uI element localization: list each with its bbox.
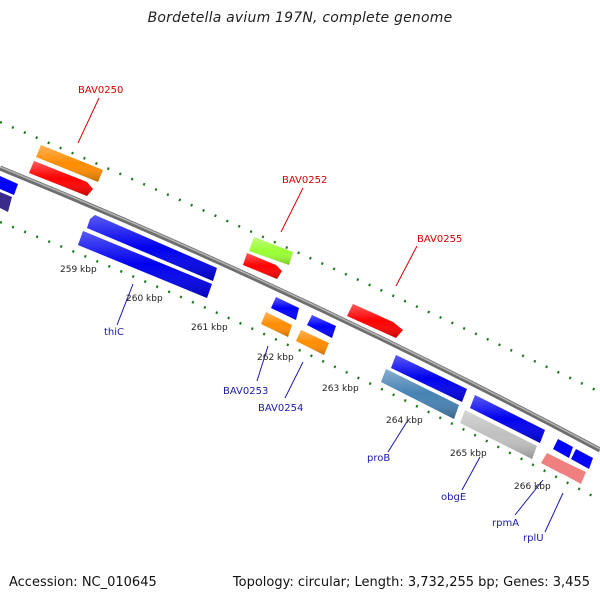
label-bav0253[interactable]: BAV0253 — [223, 386, 268, 397]
gene-small-blue-5[interactable] — [553, 439, 573, 458]
gene-obge[interactable] — [460, 410, 537, 459]
accession-text: Accession: NC_010645 — [9, 575, 157, 590]
kbp-label-261: 261 kbp — [191, 323, 228, 333]
kbp-label-264: 264 kbp — [386, 416, 423, 426]
gene-blue-4[interactable] — [470, 395, 545, 443]
gene-bav0254[interactable] — [296, 330, 329, 355]
kbp-label-265: 265 kbp — [450, 449, 487, 459]
gene-blue-3[interactable] — [391, 355, 467, 402]
label-bav0252[interactable]: BAV0252 — [282, 175, 327, 186]
gene-small-blue-1[interactable] — [271, 297, 299, 320]
genome-title: Bordetella avium 197N, complete genome — [147, 10, 453, 26]
label-bav0254[interactable]: BAV0254 — [258, 403, 303, 414]
label-bav0250[interactable]: BAV0250 — [78, 85, 123, 96]
genome-backbone — [0, 165, 600, 453]
label-thic[interactable]: thiC — [104, 327, 124, 338]
gene-small-blue-2[interactable] — [307, 315, 336, 338]
gene-bav0255[interactable] — [347, 304, 403, 338]
gene-rpma[interactable] — [541, 453, 567, 474]
gene-bav0253[interactable] — [261, 312, 292, 337]
label-rplu[interactable]: rplU — [523, 533, 544, 544]
gene-thic-lower[interactable] — [78, 231, 212, 298]
genome-summary-text: Topology: circular; Length: 3,732,255 bp… — [232, 575, 590, 590]
kbp-label-259: 259 kbp — [60, 265, 97, 275]
gene-red-2[interactable] — [243, 253, 282, 279]
gene-bav0250[interactable] — [36, 145, 103, 182]
kbp-label-263: 263 kbp — [322, 384, 359, 394]
label-rpma[interactable]: rpmA — [492, 518, 519, 529]
gene-prob[interactable] — [381, 369, 459, 419]
label-prob[interactable]: proB — [367, 453, 390, 464]
kbp-label-262: 262 kbp — [257, 353, 294, 363]
kbp-label-260: 260 kbp — [126, 294, 163, 304]
gene-red-1[interactable] — [29, 161, 93, 196]
label-bav0255[interactable]: BAV0255 — [417, 234, 462, 245]
gene-small-blue-6[interactable] — [571, 449, 593, 469]
kbp-label-266: 266 kbp — [514, 482, 551, 492]
outer-tick-ring — [0, 120, 600, 394]
leader-lines — [77, 97, 564, 533]
inner-tick-ring — [0, 220, 600, 502]
gene-rplu[interactable] — [561, 463, 586, 484]
genome-backbone-highlight — [0, 166, 600, 450]
label-obge[interactable]: obgE — [441, 492, 466, 503]
gene-left-blue[interactable] — [0, 176, 18, 212]
gene-thic-upper[interactable] — [87, 215, 217, 281]
gene-bav0252[interactable] — [249, 237, 293, 265]
